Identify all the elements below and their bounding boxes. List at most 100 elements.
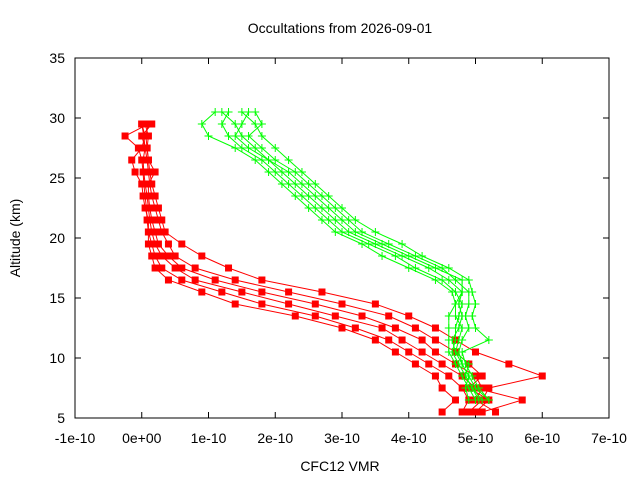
data-point xyxy=(465,408,473,416)
data-point xyxy=(217,120,226,128)
data-point xyxy=(224,108,233,116)
data-point xyxy=(225,264,233,272)
data-point xyxy=(324,216,333,224)
data-point xyxy=(331,312,339,320)
series-2 xyxy=(197,108,493,404)
data-point xyxy=(411,264,420,272)
data-point xyxy=(317,204,326,212)
data-point xyxy=(291,312,299,320)
data-point xyxy=(464,324,473,332)
data-point xyxy=(371,300,379,308)
data-point xyxy=(311,312,319,320)
data-point xyxy=(231,132,240,140)
data-point xyxy=(444,264,453,272)
data-point xyxy=(472,348,479,356)
data-point xyxy=(258,300,266,308)
data-point xyxy=(418,348,426,356)
data-point xyxy=(472,408,479,416)
data-point xyxy=(464,276,473,284)
data-point xyxy=(237,132,246,140)
data-point xyxy=(454,324,463,332)
data-point xyxy=(445,372,453,380)
y-tick-label: 5 xyxy=(57,410,65,426)
data-point xyxy=(211,108,220,116)
data-point xyxy=(431,348,439,356)
data-point xyxy=(231,144,240,152)
data-point xyxy=(217,108,226,116)
data-point xyxy=(438,276,447,284)
data-point xyxy=(304,204,313,212)
data-point xyxy=(318,288,326,296)
data-point xyxy=(291,192,300,200)
data-point xyxy=(351,228,360,236)
data-point xyxy=(444,348,453,356)
data-point xyxy=(458,336,467,344)
data-point xyxy=(231,300,239,308)
data-point xyxy=(139,156,147,164)
data-point xyxy=(418,252,427,260)
data-point xyxy=(139,192,147,200)
data-point xyxy=(151,168,159,176)
data-point xyxy=(378,324,386,332)
data-point xyxy=(237,144,246,152)
data-point xyxy=(277,180,286,188)
plot-frame xyxy=(74,57,610,419)
x-tick-label: -1e-10 xyxy=(55,430,96,446)
data-point xyxy=(251,144,260,152)
data-point xyxy=(257,156,266,164)
data-point xyxy=(317,192,326,200)
data-point xyxy=(458,288,467,296)
data-point xyxy=(231,276,239,284)
data-point xyxy=(451,396,459,404)
data-point xyxy=(285,288,293,296)
data-point xyxy=(158,216,166,224)
data-point xyxy=(285,300,293,308)
data-point xyxy=(391,324,399,332)
data-point xyxy=(151,228,159,236)
data-point xyxy=(251,156,260,164)
data-point xyxy=(484,336,493,344)
data-point xyxy=(338,300,346,308)
data-point xyxy=(492,408,500,416)
data-point xyxy=(311,180,320,188)
data-point xyxy=(161,228,169,236)
data-point xyxy=(385,336,393,344)
data-point xyxy=(258,288,266,296)
data-point xyxy=(144,120,152,128)
data-point xyxy=(154,204,162,212)
data-point xyxy=(271,168,280,176)
x-tick-label: 0e+00 xyxy=(122,430,162,446)
series-line xyxy=(247,111,470,401)
data-point xyxy=(143,144,151,152)
data-point xyxy=(251,120,260,128)
x-axis-label: CFC12 VMR xyxy=(300,458,379,474)
data-point xyxy=(204,132,213,140)
data-point xyxy=(284,168,293,176)
data-point xyxy=(224,132,233,140)
data-point xyxy=(431,264,440,272)
data-point xyxy=(198,252,206,260)
x-tick-label: 6e-10 xyxy=(524,430,560,446)
data-point xyxy=(324,204,333,212)
data-point xyxy=(171,264,179,272)
data-point xyxy=(458,312,467,320)
data-point xyxy=(171,252,179,260)
data-point xyxy=(461,384,470,392)
data-point xyxy=(154,240,162,248)
data-point xyxy=(148,216,156,224)
data-point xyxy=(371,336,379,344)
data-point xyxy=(284,156,293,164)
data-point xyxy=(257,132,266,140)
data-point xyxy=(371,228,380,236)
data-point xyxy=(244,132,253,140)
data-point xyxy=(158,264,166,272)
x-tick-label: 4e-10 xyxy=(391,430,427,446)
data-point xyxy=(311,204,320,212)
data-point xyxy=(411,324,419,332)
data-point xyxy=(218,288,226,296)
data-point xyxy=(398,336,406,344)
data-point xyxy=(304,192,313,200)
data-point xyxy=(297,192,306,200)
data-point xyxy=(474,384,483,392)
data-point xyxy=(398,240,407,248)
